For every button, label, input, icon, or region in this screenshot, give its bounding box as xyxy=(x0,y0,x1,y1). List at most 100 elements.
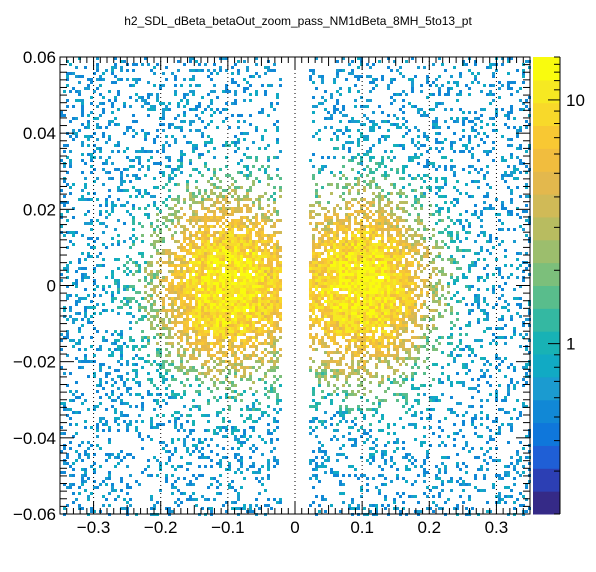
heatmap-cell xyxy=(318,297,321,300)
heatmap-cell xyxy=(396,126,399,129)
heatmap-cell xyxy=(483,312,486,315)
heatmap-cell xyxy=(441,246,444,249)
heatmap-cell xyxy=(204,309,207,312)
heatmap-cell xyxy=(453,258,456,261)
heatmap-cell xyxy=(261,255,264,258)
heatmap-cell xyxy=(228,240,231,243)
heatmap-cell xyxy=(177,297,180,300)
heatmap-cell xyxy=(393,315,396,318)
heatmap-cell xyxy=(501,327,504,330)
heatmap-cell xyxy=(90,315,93,318)
heatmap-cell xyxy=(429,273,432,276)
heatmap-cell xyxy=(396,276,399,279)
heatmap-cell xyxy=(378,60,381,63)
heatmap-cell xyxy=(453,150,456,153)
heatmap-cell xyxy=(99,150,102,153)
heatmap-cell xyxy=(435,147,438,150)
heatmap-cell xyxy=(510,156,513,159)
heatmap-cell xyxy=(498,285,501,288)
heatmap-cell xyxy=(498,219,501,222)
heatmap-cell xyxy=(249,84,252,87)
heatmap-cell xyxy=(363,198,366,201)
heatmap-cell xyxy=(114,75,117,78)
heatmap-cell xyxy=(264,147,267,150)
heatmap-cell xyxy=(381,120,384,123)
heatmap-cell xyxy=(219,276,222,279)
heatmap-cell xyxy=(474,264,477,267)
heatmap-cell xyxy=(204,126,207,129)
heatmap-cell xyxy=(309,306,312,309)
heatmap-cell xyxy=(333,282,336,285)
heatmap-cell xyxy=(525,183,528,186)
heatmap-cell xyxy=(84,126,87,129)
heatmap-cell xyxy=(321,261,324,264)
heatmap-cell xyxy=(213,270,216,273)
heatmap-cell xyxy=(198,228,201,231)
heatmap-cell xyxy=(249,303,252,306)
heatmap-cell xyxy=(354,234,357,237)
heatmap-cell xyxy=(168,291,171,294)
heatmap-cell xyxy=(183,153,186,156)
heatmap-cell xyxy=(387,225,390,228)
heatmap-cell xyxy=(159,297,162,300)
heatmap-cell xyxy=(396,144,399,147)
heatmap-cell xyxy=(276,126,279,129)
heatmap-cell xyxy=(165,279,168,282)
heatmap-cell xyxy=(342,315,345,318)
heatmap-cell xyxy=(63,267,66,270)
heatmap-cell xyxy=(237,324,240,327)
heatmap-cell xyxy=(195,249,198,252)
heatmap-cell xyxy=(489,102,492,105)
heatmap-cell xyxy=(159,279,162,282)
heatmap-cell xyxy=(159,162,162,165)
heatmap-cell xyxy=(336,300,339,303)
heatmap-cell xyxy=(345,297,348,300)
heatmap-cell xyxy=(276,252,279,255)
heatmap-cell xyxy=(243,240,246,243)
heatmap-cell xyxy=(153,309,156,312)
heatmap-cell xyxy=(237,162,240,165)
heatmap-cell xyxy=(102,132,105,135)
heatmap-cell xyxy=(192,327,195,330)
heatmap-cell xyxy=(216,186,219,189)
heatmap-cell xyxy=(396,261,399,264)
heatmap-cell xyxy=(123,189,126,192)
heatmap-cell xyxy=(363,285,366,288)
heatmap-cell xyxy=(357,75,360,78)
heatmap-cell xyxy=(90,306,93,309)
heatmap-cell xyxy=(192,324,195,327)
heatmap-cell xyxy=(240,219,243,222)
heatmap-cell xyxy=(177,195,180,198)
heatmap-cell xyxy=(231,282,234,285)
heatmap-cell xyxy=(162,114,165,117)
heatmap-cell xyxy=(156,225,159,228)
heatmap-cell xyxy=(384,297,387,300)
heatmap-cell xyxy=(243,294,246,297)
heatmap-cell xyxy=(369,225,372,228)
heatmap-cell xyxy=(351,288,354,291)
heatmap-cell xyxy=(315,222,318,225)
heatmap-cell xyxy=(477,72,480,75)
heatmap-cell xyxy=(198,105,201,108)
heatmap-cell xyxy=(486,315,489,318)
heatmap-cell xyxy=(69,90,72,93)
heatmap-cell xyxy=(420,153,423,156)
heatmap-cell xyxy=(438,207,441,210)
heatmap-cell xyxy=(231,333,234,336)
heatmap-cell xyxy=(369,147,372,150)
heatmap-cell xyxy=(201,303,204,306)
heatmap-cell xyxy=(135,93,138,96)
heatmap-cell xyxy=(399,309,402,312)
heatmap-cell xyxy=(363,264,366,267)
heatmap-cell xyxy=(315,261,318,264)
heatmap-cell xyxy=(393,246,396,249)
heatmap-cell xyxy=(279,177,282,180)
heatmap-cell xyxy=(231,228,234,231)
heatmap-cell xyxy=(327,282,330,285)
heatmap-cell xyxy=(279,315,282,318)
heatmap-cell xyxy=(318,201,321,204)
heatmap-cell xyxy=(192,75,195,78)
heatmap-cell xyxy=(324,276,327,279)
heatmap-cell xyxy=(240,270,243,273)
heatmap-cell xyxy=(249,312,252,315)
